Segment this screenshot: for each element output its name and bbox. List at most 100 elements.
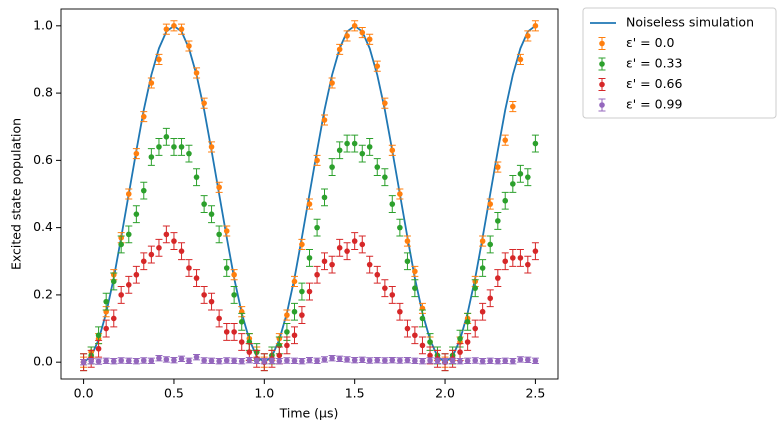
- data-point: [246, 349, 253, 355]
- data-point: [156, 355, 162, 361]
- data-point: [103, 358, 109, 364]
- data-point: [276, 352, 283, 359]
- data-point: [479, 358, 486, 364]
- data-point: [382, 174, 388, 180]
- data-point: [178, 144, 185, 150]
- x-tick-label: 1.0: [254, 386, 274, 401]
- axes-frame: [60, 8, 559, 380]
- data-point: [404, 357, 411, 363]
- data-point: [389, 147, 396, 154]
- data-point: [502, 197, 509, 204]
- data-point: [306, 255, 313, 261]
- data-point: [427, 357, 433, 364]
- data-point: [201, 100, 207, 106]
- data-point: [495, 275, 501, 281]
- data-point: [321, 258, 328, 265]
- data-point: [223, 357, 230, 364]
- data-point: [329, 355, 335, 361]
- data-point: [299, 312, 305, 318]
- data-point: [133, 211, 140, 217]
- data-point: [110, 315, 117, 322]
- x-tick-label: 0.5: [164, 386, 184, 401]
- data-point: [133, 271, 140, 278]
- data-point: [344, 140, 350, 147]
- data-point: [216, 184, 222, 191]
- data-point: [366, 144, 373, 150]
- data-point: [140, 187, 147, 194]
- legend-label: Noiseless simulation: [626, 15, 754, 30]
- data-point: [216, 315, 222, 322]
- data-point: [299, 288, 305, 295]
- data-point: [427, 339, 433, 345]
- data-point: [201, 292, 207, 298]
- data-point: [95, 358, 102, 365]
- data-point: [201, 357, 207, 364]
- data-point: [186, 150, 192, 157]
- data-point: [479, 265, 486, 271]
- data-point: [374, 164, 381, 170]
- data-point: [412, 268, 418, 275]
- y-tick-label: 0.2: [33, 286, 53, 301]
- data-point: [525, 33, 531, 39]
- x-axis-label: Time (µs): [279, 406, 339, 421]
- data-point: [208, 211, 215, 217]
- data-point: [517, 356, 524, 363]
- data-point: [434, 358, 441, 364]
- data-point: [95, 332, 102, 339]
- data-point: [140, 357, 147, 364]
- data-point: [231, 271, 237, 278]
- data-point: [148, 80, 155, 86]
- data-point: [502, 358, 509, 364]
- data-point: [299, 358, 305, 364]
- data-point: [487, 295, 494, 302]
- data-point: [472, 285, 479, 291]
- data-point: [359, 241, 366, 248]
- data-point: [487, 201, 494, 207]
- data-point: [314, 157, 320, 164]
- data-point: [404, 325, 411, 332]
- data-point: [171, 238, 177, 244]
- data-point: [238, 358, 245, 364]
- data-point: [299, 241, 305, 248]
- data-point: [479, 238, 486, 244]
- data-point: [314, 224, 320, 231]
- data-point: [171, 23, 177, 29]
- y-tick-label: 0.4: [33, 219, 53, 234]
- x-tick-label: 0.0: [74, 386, 94, 401]
- data-point: [336, 245, 343, 251]
- data-point: [186, 265, 192, 271]
- data-point: [517, 255, 524, 261]
- data-point: [178, 26, 185, 32]
- data-point: [156, 56, 162, 63]
- y-axis-label: Excited state population: [9, 118, 24, 270]
- data-point: [163, 26, 170, 32]
- data-point: [148, 358, 155, 364]
- data-point: [336, 356, 343, 362]
- data-point: [329, 80, 335, 86]
- data-point: [517, 56, 524, 63]
- noiseless-line: [83, 24, 536, 364]
- data-point: [532, 248, 539, 254]
- data-point: [389, 292, 396, 298]
- data-point: [351, 23, 358, 29]
- data-point: [110, 278, 117, 285]
- data-point: [329, 164, 335, 170]
- data-point: [125, 231, 132, 238]
- data-point: [133, 358, 140, 364]
- data-point: [510, 358, 516, 364]
- data-point: [118, 292, 124, 298]
- y-tick-label: 0.0: [33, 354, 53, 369]
- data-point: [284, 329, 290, 335]
- data-point: [284, 342, 290, 349]
- data-point: [525, 261, 531, 268]
- data-point: [382, 357, 388, 364]
- data-point: [118, 241, 124, 248]
- x-tick-label: 2.0: [435, 386, 455, 401]
- legend-marker: [599, 102, 605, 108]
- data-point: [419, 342, 426, 349]
- data-point: [464, 319, 471, 325]
- data-point: [532, 23, 539, 29]
- data-point: [502, 137, 509, 143]
- data-point: [510, 255, 516, 261]
- data-point: [231, 292, 237, 298]
